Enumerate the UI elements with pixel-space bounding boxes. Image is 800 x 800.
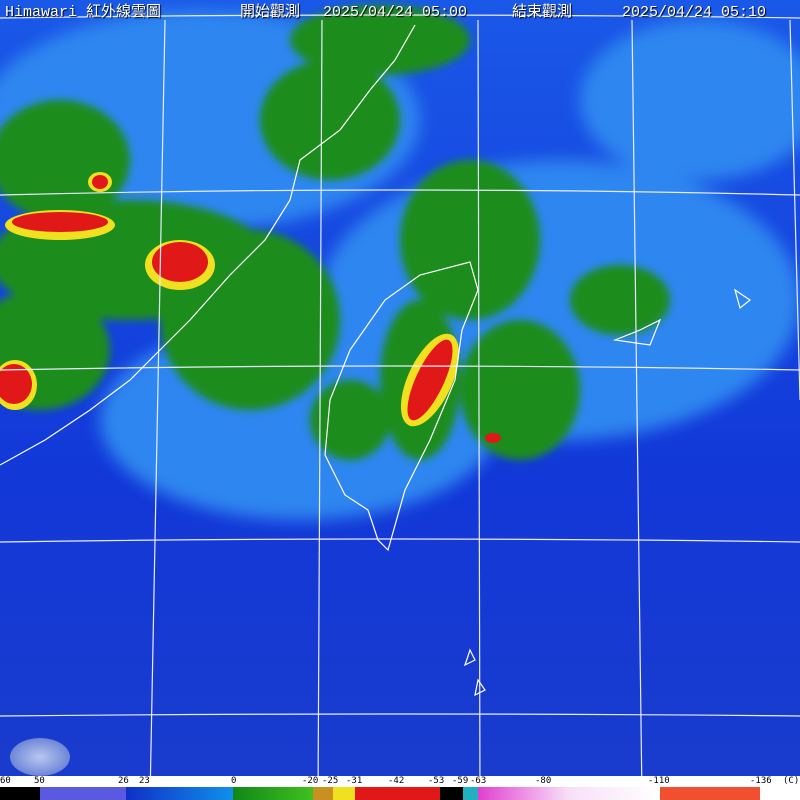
scale-label: -110 [648,776,670,786]
scale-label: -136 [750,776,772,786]
start-time: 2025/04/24 05:00 [323,4,468,21]
scale-label: -25 [322,776,339,786]
scale-label: 26 [118,776,129,786]
scale-label: -53 [428,776,445,786]
scale-label: 60 [0,776,11,786]
scale-label: -63 [470,776,487,786]
start-label: 開始觀測 [240,4,301,21]
end-label: 結束觀測 [512,4,573,21]
graticule [0,14,800,800]
product-title: Himawari 紅外線雲圖 [5,4,162,21]
scale-unit: (C) [783,776,800,786]
scale-label: 0 [231,776,237,786]
coastline [0,24,752,697]
scale-label: -42 [388,776,405,786]
scale-label: -59 [452,776,469,786]
header-bar: Himawari 紅外線雲圖 開始觀測 2025/04/24 05:00 結束觀… [0,0,800,26]
scale-label: -80 [535,776,552,786]
end-time: 2025/04/24 05:10 [622,4,767,21]
cwa-logo-icon [10,738,70,776]
scale-label: 50 [34,776,45,786]
color-scale-labels: 60 50 26 23 0 -20 -25 -31 -42 -53 -59 -6… [0,776,800,787]
scale-label: -20 [302,776,319,786]
scale-label: -31 [346,776,363,786]
scale-label: 23 [139,776,150,786]
color-scale-bar [0,787,800,800]
